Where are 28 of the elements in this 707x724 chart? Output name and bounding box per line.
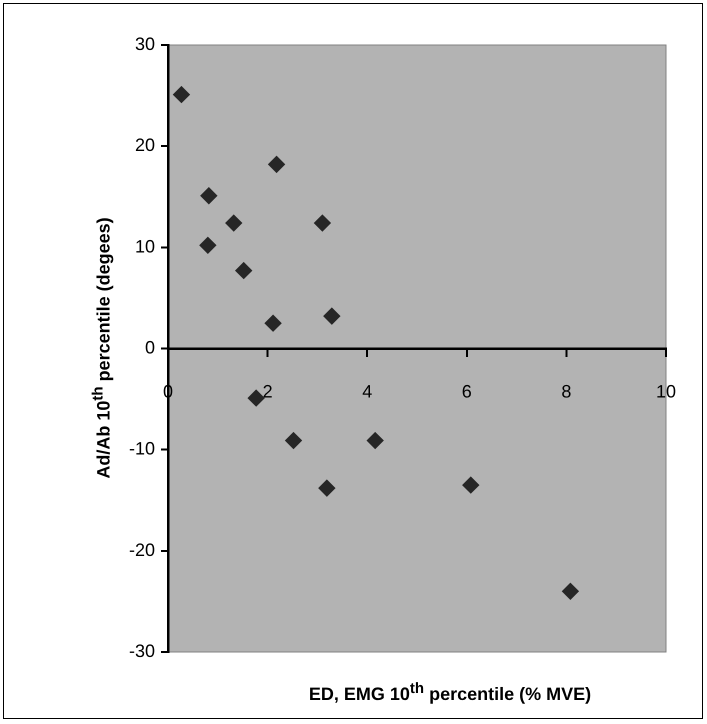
x-tick-label: 10 [656,381,676,402]
point [268,156,286,173]
x-tick-label: 6 [462,381,472,402]
point [225,214,242,232]
point [284,432,302,450]
point [235,262,252,280]
point [264,314,282,332]
point [199,236,216,254]
point [248,390,265,407]
point [172,86,190,104]
x-tick-label: 4 [362,381,372,402]
y-tick-label: 0 [144,337,155,358]
y-tick-label: 20 [134,135,155,156]
x-tick-label: 2 [262,381,273,402]
point [462,476,480,494]
point [318,480,336,497]
y-tick-label: -30 [128,640,155,661]
y-tick-label: -20 [128,540,155,560]
point [366,432,384,450]
y-tick-label: -10 [128,438,155,459]
y-tick-label: 30 [134,34,155,54]
y-tick-label: 10 [134,236,155,256]
x-axis-title: ED, EMG 10$^{th}$ percentile (% MVE) [308,680,592,705]
point [314,214,331,232]
point [200,187,218,204]
x-tick-label: 8 [561,381,572,402]
point [562,582,579,600]
point [323,308,340,325]
